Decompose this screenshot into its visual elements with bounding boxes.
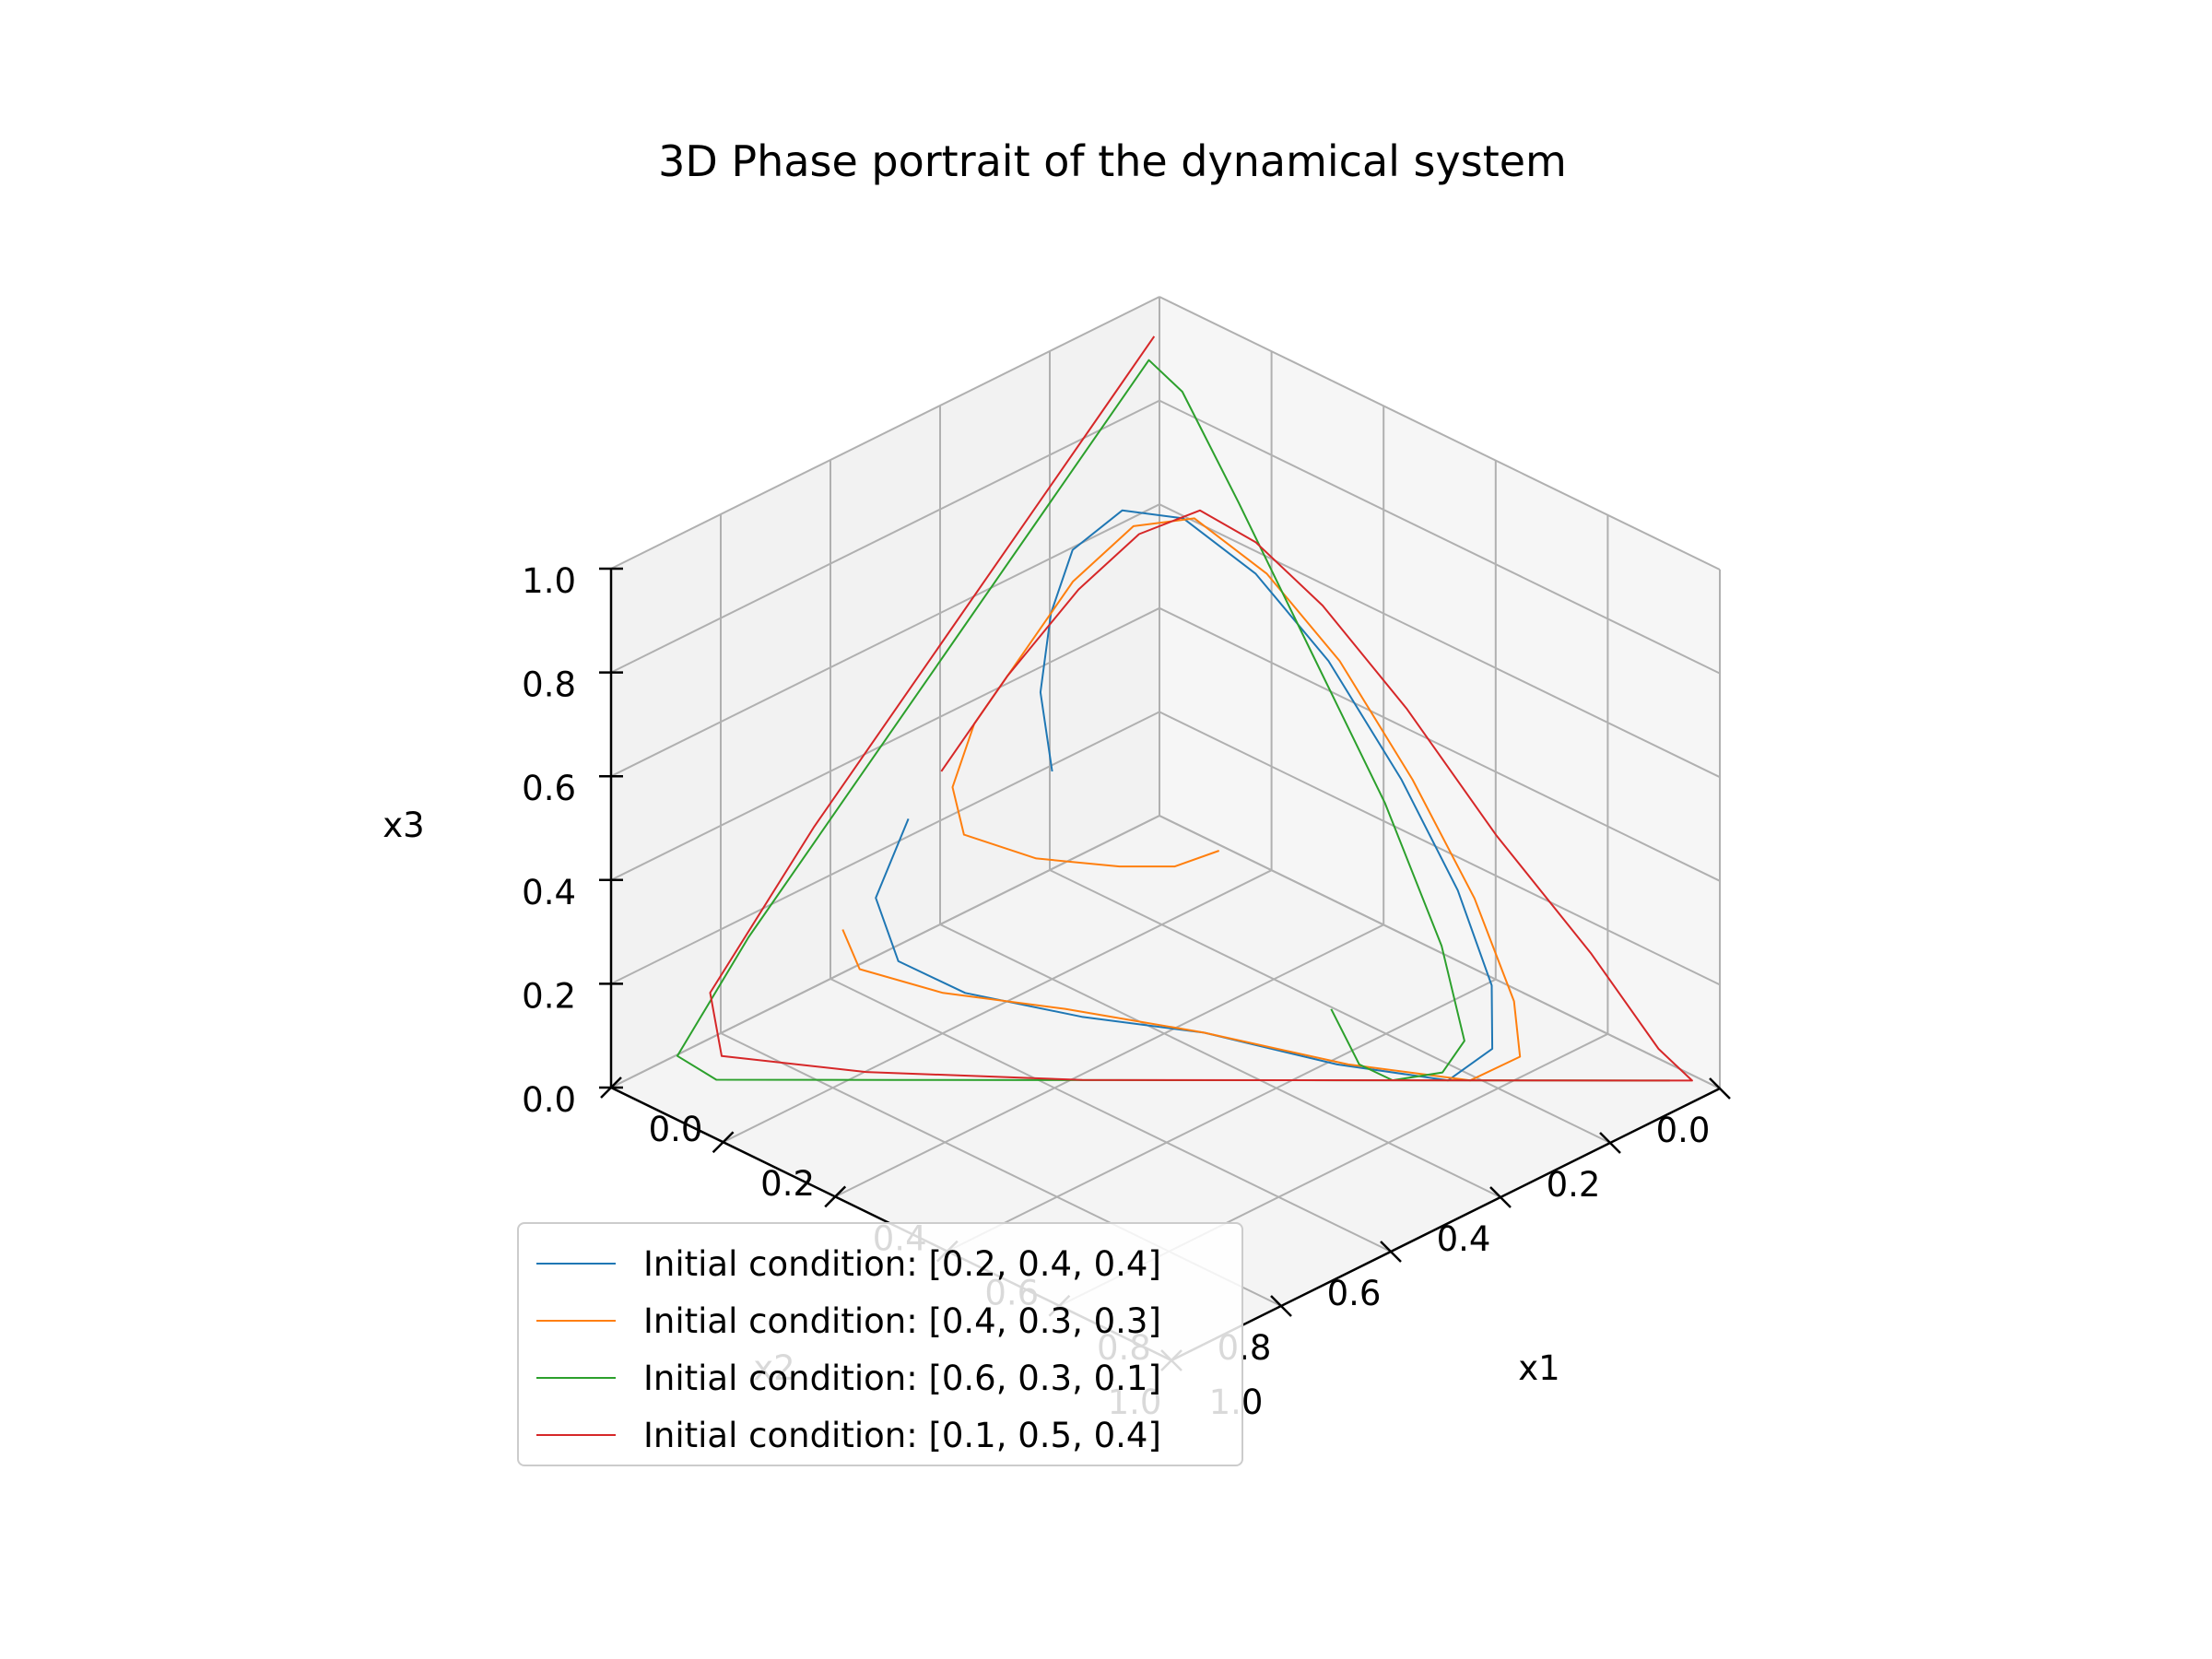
pane-floor: [611, 816, 1720, 1360]
pane-back-right: [1159, 297, 1720, 1088]
legend: Initial condition: [0.2, 0.4, 0.4] Initia…: [517, 1222, 1243, 1466]
grid-line: [610, 399, 1160, 674]
x-axis-title: x1: [1518, 1348, 1559, 1388]
x-tick-label: 0.0: [649, 1110, 703, 1149]
tick-mark: [1270, 1295, 1292, 1317]
tick-mark: [1380, 1241, 1402, 1263]
grid-line: [1159, 606, 1721, 882]
grid-line: [723, 869, 1273, 1144]
grid-line: [610, 711, 1160, 985]
grid-line: [1159, 711, 1721, 986]
grid-lines: [610, 296, 1721, 1361]
grid-line: [947, 978, 1497, 1253]
grid-line: [1049, 869, 1611, 1144]
y-axis-line: [1171, 1087, 1721, 1362]
y-tick-label: 0.2: [1547, 1165, 1601, 1205]
grid-line: [1159, 296, 1721, 571]
grid-line: [939, 924, 1501, 1198]
series-line-4: [709, 335, 1693, 1082]
tick-mark: [1489, 1186, 1512, 1208]
grid-line: [1159, 399, 1721, 675]
z-tick-label: 0.0: [522, 1080, 576, 1120]
grid-line: [1159, 503, 1721, 779]
series-line-2: [841, 517, 1522, 1082]
grid-line: [610, 296, 1160, 570]
pane-back-left: [611, 297, 1159, 1088]
tick-mark: [1599, 1132, 1621, 1154]
x-tick-label: 0.2: [760, 1164, 815, 1204]
grid-line: [1159, 815, 1721, 1089]
y-tick-label: 0.6: [1327, 1274, 1382, 1313]
grid-line: [834, 924, 1384, 1198]
z-tick-label: 0.8: [522, 665, 576, 705]
series-lines: [676, 335, 1693, 1082]
chart-title: 3D Phase portrait of the dynamical syste…: [658, 136, 1567, 186]
z-tick-label: 1.0: [522, 561, 576, 601]
z-tick-label: 0.4: [522, 873, 576, 912]
grid-line: [610, 503, 1160, 778]
legend-box: [517, 1222, 1243, 1466]
z-axis-title: x3: [382, 806, 424, 845]
z-tick-label: 0.6: [522, 769, 576, 808]
legend-label-1: Initial condition: [0.2, 0.4, 0.4]: [643, 1244, 1161, 1284]
series-line-3: [676, 359, 1670, 1082]
series-line-1: [875, 509, 1494, 1082]
tick-mark: [824, 1185, 847, 1208]
tick-mark: [1709, 1077, 1731, 1100]
legend-label-3: Initial condition: [0.6, 0.3, 0.1]: [643, 1359, 1161, 1398]
grid-line: [610, 606, 1160, 881]
z-tick-label: 0.2: [522, 976, 576, 1016]
axis-panes: [611, 297, 1720, 1360]
grid-line: [830, 978, 1392, 1253]
y-tick-label: 0.0: [1656, 1111, 1711, 1150]
y-tick-label: 0.4: [1437, 1219, 1491, 1259]
tick-mark: [712, 1131, 735, 1154]
legend-label-4: Initial condition: [0.1, 0.5, 0.4]: [643, 1416, 1161, 1455]
legend-label-2: Initial condition: [0.4, 0.3, 0.3]: [643, 1301, 1161, 1341]
